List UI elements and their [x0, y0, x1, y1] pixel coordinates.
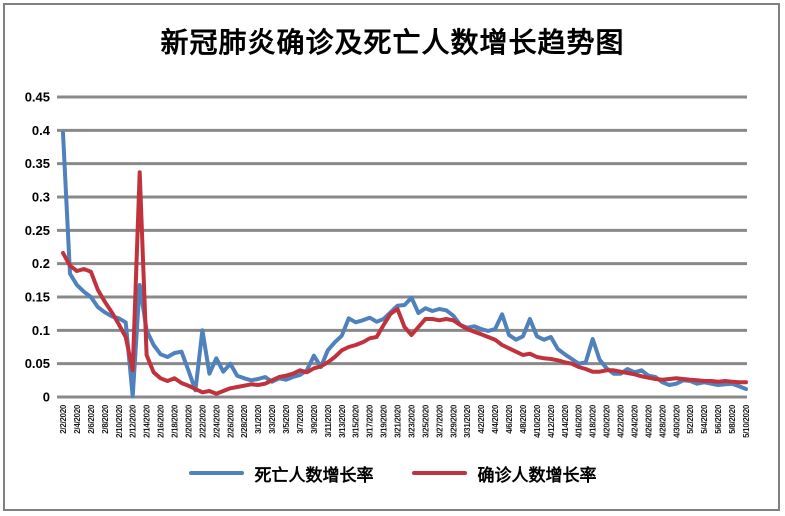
x-tick-label: 2/16/2020 — [157, 404, 166, 438]
x-tick-label: 3/27/2020 — [435, 404, 444, 438]
x-tick-label: 2/20/2020 — [184, 404, 193, 438]
x-tick-label: 3/3/2020 — [268, 404, 277, 434]
legend-item-death: 死亡人数增长率 — [188, 461, 374, 486]
y-tick-label: 0.2 — [32, 256, 50, 271]
x-tick-label: 4/28/2020 — [658, 404, 667, 438]
x-tick-label: 4/10/2020 — [533, 404, 542, 438]
x-tick-label: 2/4/2020 — [73, 404, 82, 434]
y-tick-label: 0.25 — [25, 223, 50, 238]
x-tick-label: 2/26/2020 — [226, 404, 235, 438]
x-tick-label: 3/23/2020 — [407, 404, 416, 438]
x-tick-label: 4/22/2020 — [617, 404, 626, 438]
x-tick-label: 2/28/2020 — [240, 404, 249, 438]
y-tick-label: 0.05 — [25, 356, 50, 371]
x-tick-label: 3/1/2020 — [254, 404, 263, 434]
x-tick-label: 5/2/2020 — [686, 404, 695, 434]
x-tick-label: 2/2/2020 — [59, 404, 68, 434]
death-growth-line — [61, 131, 748, 399]
x-tick-label: 2/24/2020 — [212, 404, 221, 438]
legend-item-confirmed: 确诊人数增长率 — [411, 461, 597, 486]
x-tick-label: 3/25/2020 — [421, 404, 430, 438]
y-tick-label: 0.3 — [32, 190, 50, 205]
x-tick-label: 4/2/2020 — [477, 404, 486, 434]
x-tick-label: 3/21/2020 — [394, 404, 403, 438]
x-tick-label: 4/24/2020 — [630, 404, 639, 438]
legend: 死亡人数增长率 确诊人数增长率 — [0, 461, 785, 485]
y-tick-label: 0.1 — [32, 323, 50, 338]
x-tick-label: 4/26/2020 — [644, 404, 653, 438]
x-tick-label: 3/5/2020 — [282, 404, 291, 434]
y-tick-label: 0.35 — [25, 156, 50, 171]
x-tick-label: 4/4/2020 — [491, 404, 500, 434]
x-tick-label: 5/8/2020 — [728, 404, 737, 434]
x-tick-label: 3/9/2020 — [310, 404, 319, 434]
x-tick-label: 4/6/2020 — [505, 404, 514, 434]
x-tick-label: 4/16/2020 — [575, 404, 584, 438]
x-tick-label: 3/17/2020 — [366, 404, 375, 438]
y-tick-label: 0 — [43, 390, 50, 405]
y-tick-label: 0.15 — [25, 290, 50, 305]
x-tick-label: 4/18/2020 — [589, 404, 598, 438]
x-tick-label: 4/8/2020 — [519, 404, 528, 434]
death-series-swatch — [188, 471, 244, 475]
chart-title: 新冠肺炎确诊及死亡人数增长趋势图 — [160, 28, 625, 59]
x-tick-label: 5/6/2020 — [714, 404, 723, 434]
confirmed-series-swatch — [411, 471, 467, 475]
x-tick-label: 3/31/2020 — [463, 404, 472, 438]
x-tick-label: 4/12/2020 — [547, 404, 556, 438]
y-tick-label: 0.4 — [32, 123, 51, 138]
x-tick-label: 2/18/2020 — [171, 404, 180, 438]
x-tick-label: 5/4/2020 — [700, 404, 709, 434]
x-tick-label: 4/20/2020 — [603, 404, 612, 438]
confirmed-series-label: 确诊人数增长率 — [477, 465, 597, 485]
x-tick-label: 5/10/2020 — [742, 404, 751, 438]
x-tick-label: 2/22/2020 — [198, 404, 207, 438]
x-tick-label: 3/19/2020 — [380, 404, 389, 438]
x-tick-label: 4/14/2020 — [561, 404, 570, 438]
x-tick-label: 3/11/2020 — [324, 404, 333, 437]
x-tick-label: 2/14/2020 — [143, 404, 152, 438]
x-tick-label: 2/12/2020 — [129, 404, 138, 438]
x-tick-label: 2/10/2020 — [115, 404, 124, 438]
x-tick-label: 3/15/2020 — [352, 404, 361, 438]
death-series-label: 死亡人数增长率 — [254, 465, 374, 485]
x-tick-label: 3/29/2020 — [449, 404, 458, 438]
x-tick-label: 2/6/2020 — [87, 404, 96, 434]
y-tick-label: 0.45 — [25, 90, 50, 105]
x-tick-label: 3/13/2020 — [338, 404, 347, 438]
confirmed-growth-line — [61, 170, 748, 396]
x-tick-label: 4/30/2020 — [672, 404, 681, 438]
x-tick-label: 3/7/2020 — [296, 404, 305, 434]
x-tick-label: 2/8/2020 — [101, 404, 110, 434]
